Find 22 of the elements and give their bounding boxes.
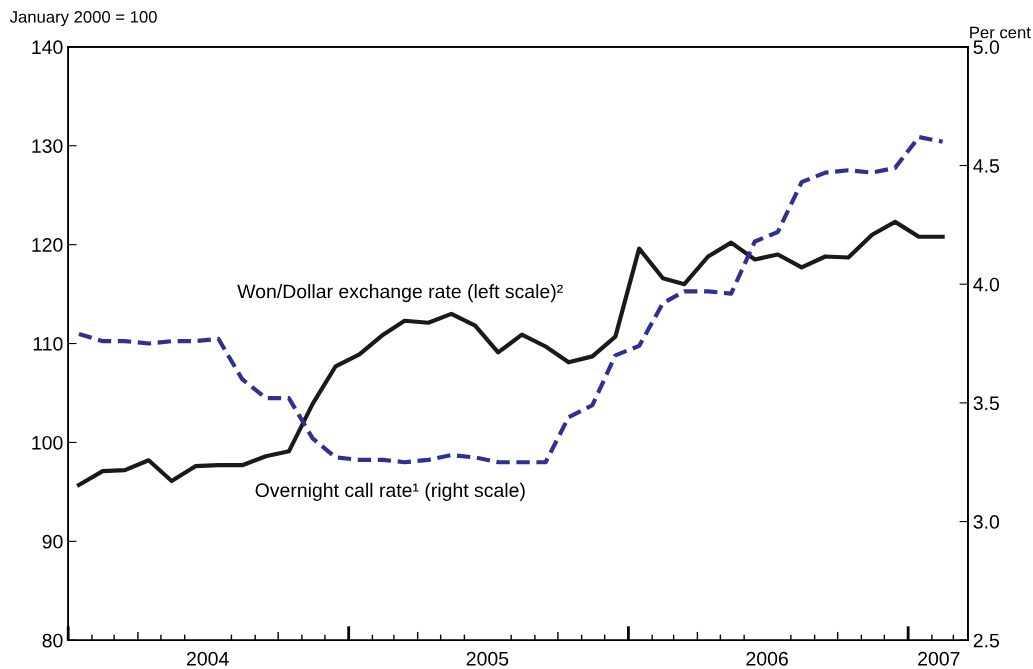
y-axis-title: January 2000 = 100: [9, 10, 157, 27]
y2-tick-label: 2.5: [973, 633, 999, 648]
x-tick-label: 2006: [746, 651, 788, 666]
y2-tick-label: 5.0: [973, 40, 1000, 55]
x-tick-label: 2005: [466, 651, 509, 666]
y2-tick-label: 4.5: [973, 159, 999, 173]
y-tick-label: 90: [42, 534, 63, 549]
y-tick-label: 140: [32, 40, 63, 55]
y2-tick-label: 3.0: [973, 515, 1000, 529]
y-tick-label: 130: [32, 139, 63, 153]
y-tick-label: 120: [32, 238, 63, 252]
y2-axis-title: Per cent: [970, 26, 1031, 39]
line-series: [76, 134, 945, 465]
series-label: Won/Dollar exchange rate (left scale)²: [237, 284, 563, 303]
y2-tick-label: 3.5: [973, 396, 999, 411]
y2-tick-label: 4.0: [973, 277, 1000, 292]
y-tick-label: 110: [33, 337, 63, 351]
x-tick-label: 2007: [918, 651, 960, 666]
series-label: Overnight call rate¹ (right scale): [255, 482, 525, 501]
y-tick-label: 80: [42, 633, 63, 648]
y-tick-label: 100: [32, 435, 63, 450]
x-tick-label: 2004: [187, 651, 229, 666]
